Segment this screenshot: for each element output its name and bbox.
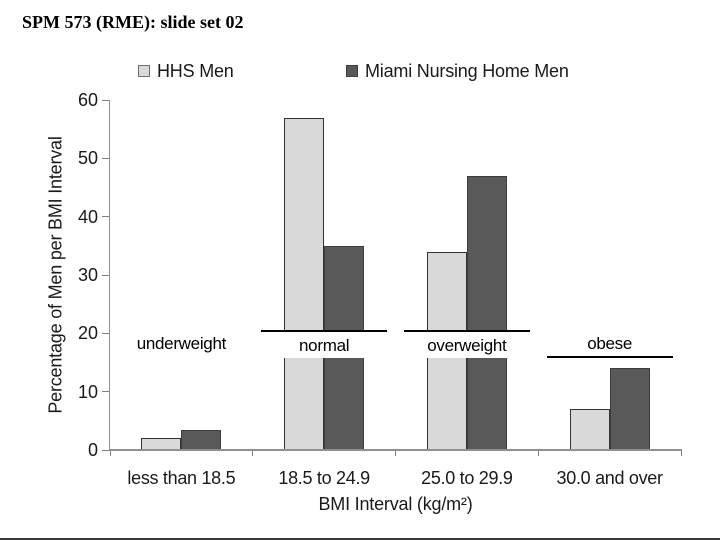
y-axis-tick (102, 274, 110, 276)
annotation-obese: obese (546, 330, 673, 358)
x-axis-tick (537, 450, 539, 456)
y-tick-label: 10 (77, 381, 98, 402)
x-axis-tick (395, 450, 396, 456)
y-axis-tick (102, 449, 110, 451)
x-axis-line (109, 449, 682, 451)
x-category-label: 25.0 to 29.9 (421, 468, 513, 488)
y-tick-label: 0 (87, 440, 98, 460)
legend-swatch-hhs-men (138, 65, 150, 77)
y-axis-tick (102, 216, 110, 218)
y-axis-tick (102, 157, 110, 159)
y-tick-label: 60 (77, 90, 98, 110)
bar-hhs-3 (569, 409, 610, 450)
annotation-overweight: overweight (403, 330, 530, 358)
legend-swatch-miami-men (346, 65, 358, 77)
legend-item-hhs-men: HHS Men (138, 61, 234, 81)
y-tick-label: 20 (77, 323, 98, 344)
x-category-label: 30.0 and over (556, 468, 663, 488)
legend-label-miami-men: Miami Nursing Home Men (365, 60, 569, 81)
x-axis-tick (252, 450, 254, 456)
y-tick-label: 40 (77, 206, 98, 227)
x-category-label: 18.5 to 24.9 (278, 468, 370, 488)
y-tick-label: 30 (77, 265, 98, 285)
x-axis-tick (109, 450, 111, 456)
bar-hhs-1 (284, 117, 325, 450)
y-axis-title: Percentage of Men per BMI Interval (45, 136, 66, 414)
bar-miami-2 (466, 175, 507, 450)
annotation-normal: normal (261, 330, 388, 358)
bar-miami-3 (609, 368, 650, 450)
y-axis-tick (102, 99, 110, 101)
y-axis-line (109, 100, 110, 451)
slide-title: SPM 573 (RME): slide set 02 (22, 12, 244, 32)
slide-bottom-edge (0, 538, 720, 540)
x-axis-tick (680, 450, 682, 456)
legend-item-miami-men: Miami Nursing Home Men (346, 61, 569, 81)
y-tick-label: 50 (77, 148, 98, 169)
legend-label-hhs-men: HHS Men (157, 60, 234, 81)
annotation-underweight: underweight (136, 334, 227, 353)
y-axis-tick (102, 332, 110, 334)
x-category-label: less than 18.5 (127, 468, 236, 488)
bar-miami-0 (181, 429, 222, 450)
x-axis-title: BMI Interval (kg/m²) (318, 494, 473, 514)
y-axis-tick (102, 391, 110, 393)
